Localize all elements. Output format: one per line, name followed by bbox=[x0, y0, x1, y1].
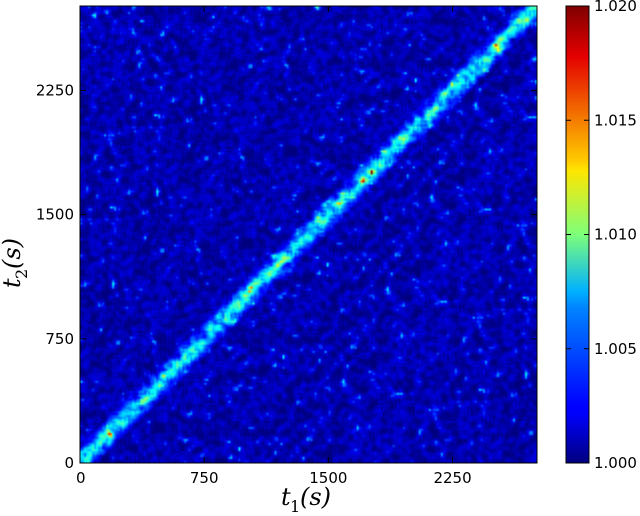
x-tick-label: 0 bbox=[76, 469, 86, 487]
svg-text:t: t bbox=[0, 278, 26, 288]
y-axis-ticks: 0 750 1500 2250 bbox=[36, 81, 537, 472]
colorbar-tick-label: 1.020 bbox=[594, 0, 637, 15]
x-tick-label: 1500 bbox=[309, 469, 347, 487]
colorbar-tick-label: 1.010 bbox=[594, 226, 637, 244]
colorbar-tick-label: 1.000 bbox=[594, 454, 637, 472]
y-tick-label: 1500 bbox=[36, 206, 74, 224]
y-tick-label: 2250 bbox=[36, 81, 74, 99]
x-tick-label: 750 bbox=[190, 469, 219, 487]
y-tick-label: 0 bbox=[64, 454, 74, 472]
colorbar-ticks: 1.000 1.005 1.010 1.015 1.020 bbox=[566, 0, 637, 472]
svg-text:2: 2 bbox=[12, 269, 31, 279]
colorbar-tick-label: 1.005 bbox=[594, 340, 637, 358]
svg-text:1: 1 bbox=[290, 497, 300, 516]
x-axis-ticks: 0 750 1500 2250 bbox=[76, 6, 472, 487]
svg-text:(s): (s) bbox=[300, 483, 331, 511]
heatmap-image bbox=[80, 6, 537, 463]
svg-text:(s): (s) bbox=[0, 238, 26, 269]
svg-text:t: t bbox=[281, 483, 291, 511]
plot-frame bbox=[79, 5, 538, 464]
plot-area bbox=[80, 6, 537, 463]
y-tick-label: 750 bbox=[45, 330, 74, 348]
y-axis-title: t 2 (s) bbox=[0, 238, 31, 288]
x-axis-title: t 1 (s) bbox=[281, 483, 331, 516]
colorbar-tick-label: 1.015 bbox=[594, 111, 637, 129]
x-tick-label: 2250 bbox=[433, 469, 471, 487]
